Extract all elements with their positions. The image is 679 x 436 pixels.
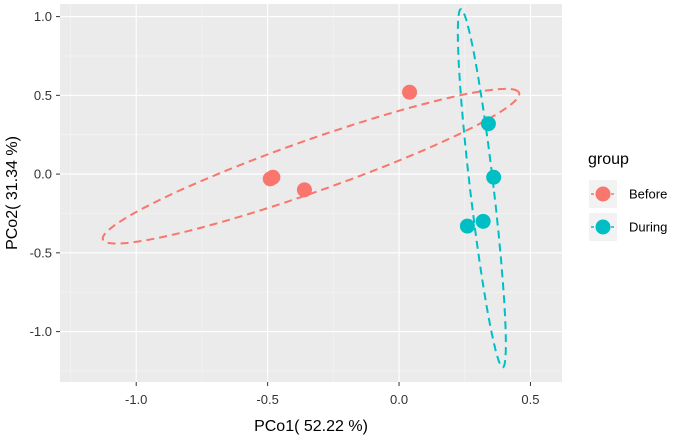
data-points bbox=[262, 84, 502, 234]
point-before bbox=[402, 84, 418, 100]
point-during bbox=[486, 169, 502, 185]
point-during bbox=[459, 218, 475, 234]
point-during bbox=[475, 213, 491, 229]
y-tick-label: 1.0 bbox=[34, 9, 52, 24]
point-before bbox=[262, 171, 278, 187]
legend-key-during bbox=[595, 219, 611, 235]
y-axis-ticks: -1.0 -0.5 0.0 0.5 1.0 bbox=[30, 9, 60, 339]
x-axis-ticks: -1.0 -0.5 0.0 0.5 bbox=[125, 382, 539, 407]
y-tick-label: 0.0 bbox=[34, 167, 52, 182]
legend-label-before: Before bbox=[629, 187, 667, 202]
legend-title: group bbox=[588, 151, 629, 168]
legend-label-during: During bbox=[629, 220, 667, 235]
point-during bbox=[480, 116, 496, 132]
legend: group Before During bbox=[588, 151, 667, 241]
point-before bbox=[296, 182, 312, 198]
legend-key-before bbox=[595, 186, 611, 202]
y-tick-label: -1.0 bbox=[30, 324, 52, 339]
y-tick-label: -0.5 bbox=[30, 245, 52, 260]
legend-keys: Before During bbox=[589, 180, 667, 241]
y-tick-label: 0.5 bbox=[34, 88, 52, 103]
ellipse-before bbox=[101, 87, 521, 245]
x-tick-label: 0.5 bbox=[521, 392, 539, 407]
x-tick-label: -1.0 bbox=[125, 392, 147, 407]
y-axis-title: PCo2( 31.34 %) bbox=[4, 136, 21, 250]
confidence-ellipses bbox=[101, 8, 521, 369]
major-gridlines bbox=[60, 4, 562, 382]
x-tick-label: -0.5 bbox=[256, 392, 278, 407]
x-tick-label: 0.0 bbox=[390, 392, 408, 407]
ellipse-during bbox=[456, 8, 507, 369]
x-axis-title: PCo1( 52.22 %) bbox=[254, 418, 368, 435]
minor-gridlines bbox=[60, 4, 562, 382]
